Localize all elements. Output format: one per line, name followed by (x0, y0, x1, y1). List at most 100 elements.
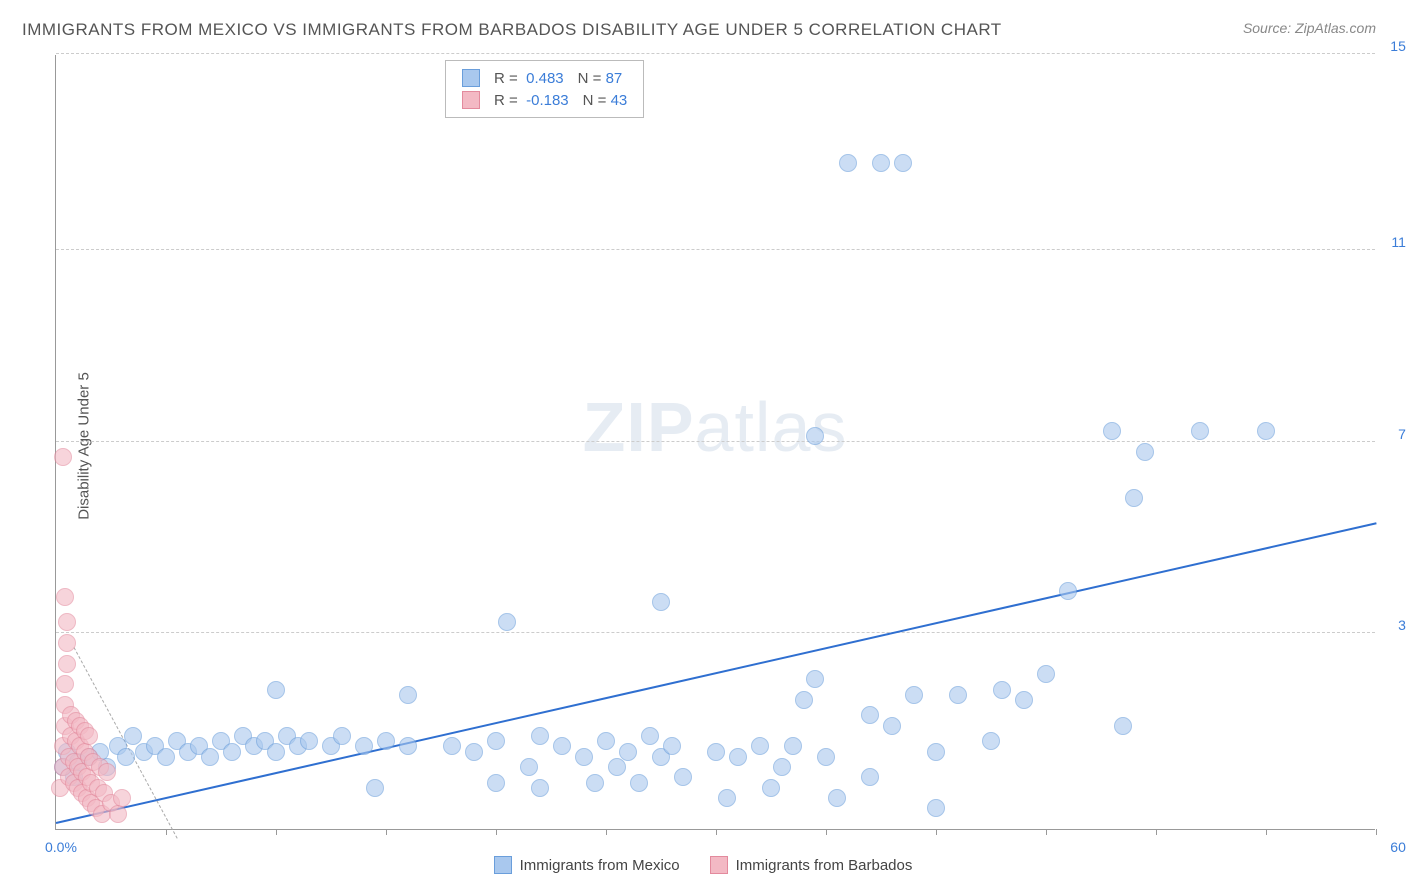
data-point (674, 768, 692, 786)
data-point (806, 427, 824, 445)
data-point (619, 743, 637, 761)
data-point (949, 686, 967, 704)
legend-n: N = 87 (578, 70, 623, 87)
series-legend: Immigrants from Mexico Immigrants from Ba… (0, 856, 1406, 874)
source-label: Source: ZipAtlas.com (1243, 20, 1376, 36)
data-point (223, 743, 241, 761)
data-point (399, 686, 417, 704)
data-point (795, 691, 813, 709)
data-point (487, 774, 505, 792)
x-tick (826, 829, 827, 835)
data-point (355, 737, 373, 755)
data-point (1114, 717, 1132, 735)
x-tick (716, 829, 717, 835)
data-point (861, 768, 879, 786)
x-tick (1266, 829, 1267, 835)
legend-swatch (494, 856, 512, 874)
data-point (630, 774, 648, 792)
data-point (366, 779, 384, 797)
x-axis-start-label: 0.0% (45, 839, 77, 855)
data-point (861, 706, 879, 724)
data-point (531, 727, 549, 745)
data-point (608, 758, 626, 776)
data-point (58, 613, 76, 631)
series-name: Immigrants from Barbados (736, 857, 913, 874)
data-point (839, 154, 857, 172)
chart-container: ZIPatlas 3.8%7.5%11.2%15.0% R = 0.483N =… (55, 55, 1375, 830)
data-point (531, 779, 549, 797)
data-point (98, 763, 116, 781)
x-tick (1156, 829, 1157, 835)
data-point (443, 737, 461, 755)
data-point (80, 727, 98, 745)
series-name: Immigrants from Mexico (520, 857, 680, 874)
x-tick (936, 829, 937, 835)
data-point (586, 774, 604, 792)
legend-row: R = 0.483 N = 87 (462, 67, 627, 89)
data-point (663, 737, 681, 755)
data-point (1136, 443, 1154, 461)
x-tick (606, 829, 607, 835)
data-point (641, 727, 659, 745)
data-point (465, 743, 483, 761)
data-point (201, 748, 219, 766)
grid-line (56, 632, 1375, 633)
legend-r: R = 0.483 (494, 70, 564, 87)
data-point (982, 732, 1000, 750)
data-point (872, 154, 890, 172)
series-legend-item: Immigrants from Barbados (710, 856, 913, 874)
data-point (56, 588, 74, 606)
x-tick (386, 829, 387, 835)
data-point (905, 686, 923, 704)
data-point (1103, 422, 1121, 440)
data-point (553, 737, 571, 755)
data-point (333, 727, 351, 745)
data-point (1037, 665, 1055, 683)
grid-line (56, 53, 1375, 54)
data-point (1059, 582, 1077, 600)
data-point (784, 737, 802, 755)
data-point (718, 789, 736, 807)
data-point (124, 727, 142, 745)
data-point (267, 743, 285, 761)
data-point (117, 748, 135, 766)
data-point (1015, 691, 1033, 709)
trend-line (56, 522, 1376, 824)
x-axis-end-label: 60.0% (1390, 839, 1406, 855)
data-point (56, 675, 74, 693)
data-point (399, 737, 417, 755)
data-point (762, 779, 780, 797)
legend-n: N = 43 (583, 92, 628, 109)
data-point (729, 748, 747, 766)
data-point (267, 681, 285, 699)
grid-line (56, 441, 1375, 442)
data-point (58, 655, 76, 673)
data-point (113, 789, 131, 807)
data-point (58, 634, 76, 652)
chart-title: IMMIGRANTS FROM MEXICO VS IMMIGRANTS FRO… (22, 20, 1002, 40)
data-point (773, 758, 791, 776)
data-point (377, 732, 395, 750)
y-tick-label: 11.2% (1380, 234, 1406, 250)
data-point (1125, 489, 1143, 507)
legend-row: R = -0.183 N = 43 (462, 89, 627, 111)
data-point (828, 789, 846, 807)
data-point (751, 737, 769, 755)
data-point (652, 593, 670, 611)
data-point (54, 448, 72, 466)
correlation-legend: R = 0.483 N = 87 R = -0.183 N = 43 (445, 60, 644, 118)
data-point (300, 732, 318, 750)
y-tick-label: 7.5% (1380, 426, 1406, 442)
data-point (575, 748, 593, 766)
x-tick (276, 829, 277, 835)
data-point (157, 748, 175, 766)
legend-swatch (462, 69, 480, 87)
data-point (1257, 422, 1275, 440)
data-point (498, 613, 516, 631)
data-point (109, 805, 127, 823)
data-point (883, 717, 901, 735)
y-tick-label: 3.8% (1380, 617, 1406, 633)
data-point (1191, 422, 1209, 440)
legend-r: R = -0.183 (494, 92, 569, 109)
data-point (993, 681, 1011, 699)
